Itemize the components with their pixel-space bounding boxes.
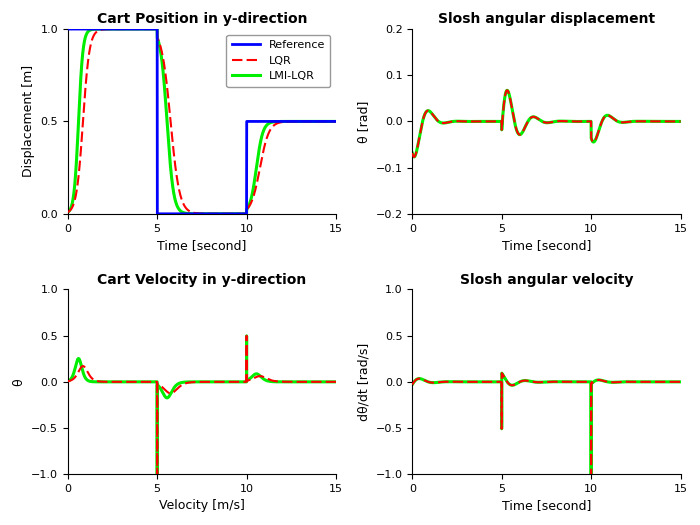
Title: Cart Velocity in y-direction: Cart Velocity in y-direction bbox=[97, 273, 307, 287]
Y-axis label: dθ/dt [rad/s]: dθ/dt [rad/s] bbox=[357, 343, 370, 421]
X-axis label: Velocity [m/s]: Velocity [m/s] bbox=[159, 499, 245, 512]
X-axis label: Time [second]: Time [second] bbox=[502, 239, 591, 252]
X-axis label: Time [second]: Time [second] bbox=[502, 499, 591, 512]
Title: Cart Position in y-direction: Cart Position in y-direction bbox=[97, 13, 307, 26]
Y-axis label: θ: θ bbox=[13, 378, 25, 386]
Title: Slosh angular displacement: Slosh angular displacement bbox=[438, 13, 655, 26]
Legend: Reference, LQR, LMI-LQR: Reference, LQR, LMI-LQR bbox=[226, 35, 330, 87]
Y-axis label: θ [rad]: θ [rad] bbox=[357, 100, 370, 143]
Title: Slosh angular velocity: Slosh angular velocity bbox=[460, 273, 633, 287]
X-axis label: Time [second]: Time [second] bbox=[158, 239, 246, 252]
Y-axis label: Displacement [m]: Displacement [m] bbox=[22, 66, 35, 177]
